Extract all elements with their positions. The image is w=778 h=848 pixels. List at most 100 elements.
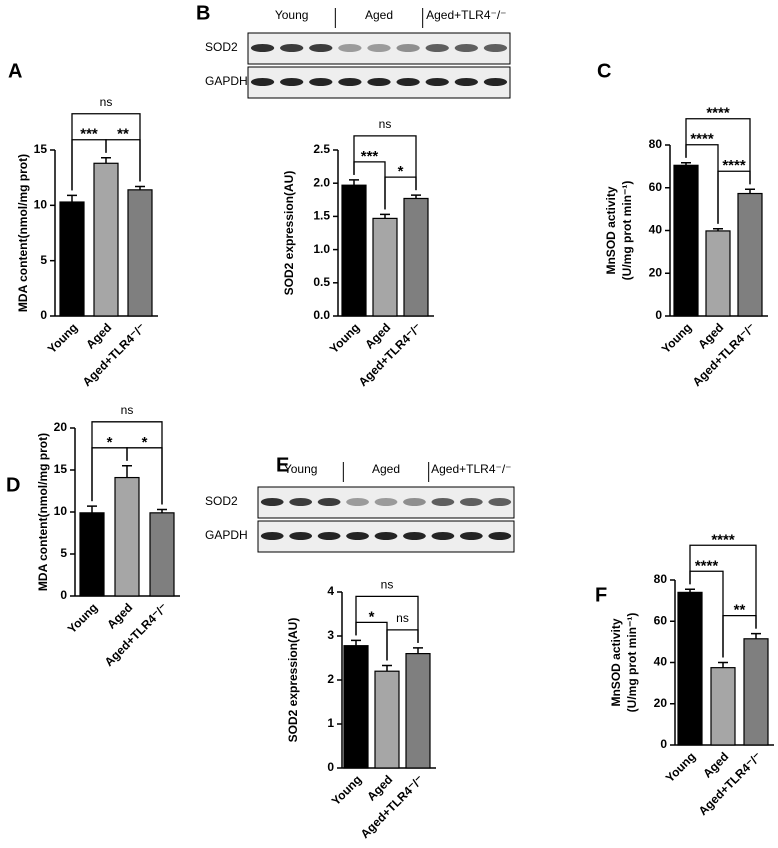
blot-group: Aged+TLR4⁻/⁻ <box>426 8 506 22</box>
error-bar <box>718 661 728 668</box>
y-tick-label: 2.5 <box>313 142 330 156</box>
blot-row-label: GAPDH <box>205 74 248 88</box>
panel-letter: E <box>276 454 289 476</box>
significance-label: * <box>369 608 375 625</box>
significance-label: ns <box>396 611 409 625</box>
error-bar <box>122 465 132 478</box>
y-axis-label: SOD2 expression(AU) <box>286 618 300 743</box>
bar <box>405 652 431 769</box>
error-bar <box>411 194 421 199</box>
y-tick-label: 0.5 <box>313 275 330 289</box>
y-tick-label: 1 <box>327 716 334 730</box>
bar <box>705 230 731 317</box>
blot-band <box>374 532 398 540</box>
bar <box>677 591 703 746</box>
y-tick-label: 40 <box>654 655 668 669</box>
x-tick-label: Young <box>663 749 699 785</box>
blot-band <box>396 78 420 86</box>
y-tick-label: 0 <box>327 760 334 774</box>
significance-label: ns <box>379 117 392 131</box>
blot-band <box>374 498 398 506</box>
error-bar <box>751 632 761 639</box>
bar <box>737 192 763 317</box>
bar <box>743 638 769 746</box>
y-tick-label: 1.5 <box>313 209 330 223</box>
blot-band <box>488 532 512 540</box>
blot-band <box>346 498 369 506</box>
blot-group: Young <box>284 462 318 476</box>
error-bar <box>135 185 145 190</box>
significance-label: **** <box>722 157 746 174</box>
significance-label: **** <box>690 131 714 148</box>
x-tick-label: Aged+TLR4⁻/⁻ <box>80 320 149 389</box>
y-tick-label: 80 <box>654 572 668 586</box>
blot-band <box>250 78 275 86</box>
panel-letter: A <box>8 60 22 82</box>
blot-band <box>403 498 426 506</box>
y-tick-label: 3 <box>327 628 334 642</box>
significance-label: * <box>142 434 148 451</box>
blot-band <box>403 532 426 540</box>
x-tick-label: Aged+TLR4⁻/⁻ <box>102 600 171 669</box>
y-tick-label: 40 <box>649 223 663 237</box>
x-tick-label: Young <box>45 320 81 356</box>
y-axis-label: SOD2 expression(AU) <box>282 171 296 296</box>
blot-group: Young <box>275 8 309 22</box>
y-tick-label: 60 <box>654 613 668 627</box>
significance-label: * <box>107 434 113 451</box>
y-axis-label: MDA content(nmol/mg prot) <box>36 433 50 591</box>
error-bar <box>713 228 723 231</box>
blot-band <box>260 498 284 506</box>
bar <box>343 645 369 769</box>
blot-band <box>280 78 304 86</box>
y-tick-label: 5 <box>40 253 47 267</box>
y-tick-label: 0.0 <box>313 308 330 322</box>
error-bar <box>745 188 755 194</box>
y-tick-label: 0 <box>40 308 47 322</box>
significance-label: **** <box>706 105 730 122</box>
significance-label: * <box>398 163 404 180</box>
bar <box>59 201 85 317</box>
y-tick-label: 20 <box>54 420 68 434</box>
y-tick-label: 20 <box>654 696 668 710</box>
significance-label: *** <box>80 126 98 143</box>
significance-bracket <box>353 135 417 191</box>
error-bar <box>101 156 111 164</box>
blot-band <box>338 44 362 52</box>
blot-band <box>280 44 304 52</box>
blot-band <box>367 44 391 52</box>
y-tick-label: 15 <box>34 142 48 156</box>
bar <box>341 184 367 317</box>
blot-band <box>346 532 369 540</box>
y-tick-label: 5 <box>60 546 67 560</box>
blot-band <box>289 532 313 540</box>
panel-letter: C <box>597 60 611 82</box>
bar <box>114 476 140 597</box>
y-tick-label: 60 <box>649 180 663 194</box>
y-axis-label: (U/mg prot min⁻¹) <box>620 181 634 281</box>
blot-band <box>454 44 478 52</box>
blot-band <box>483 78 508 86</box>
y-tick-label: 2 <box>327 672 334 686</box>
significance-label: **** <box>695 557 719 574</box>
blot-group: Aged <box>365 8 393 22</box>
bar <box>710 667 736 746</box>
y-tick-label: 80 <box>649 137 663 151</box>
blot-group: Aged <box>372 462 400 476</box>
significance-label: *** <box>361 148 379 165</box>
y-axis-label: (U/mg prot min⁻¹) <box>625 613 639 713</box>
y-tick-label: 20 <box>649 265 663 279</box>
blot-band <box>309 44 333 52</box>
bar <box>372 217 398 317</box>
blot-band <box>431 532 455 540</box>
blot-group: Aged+TLR4⁻/⁻ <box>431 462 511 476</box>
significance-bracket <box>685 118 751 185</box>
significance-label: ** <box>117 126 129 143</box>
significance-bracket <box>355 595 419 643</box>
panel-letter: B <box>196 2 210 24</box>
error-bar <box>157 508 167 513</box>
x-tick-label: Aged <box>104 600 135 631</box>
blot-band <box>459 532 483 540</box>
